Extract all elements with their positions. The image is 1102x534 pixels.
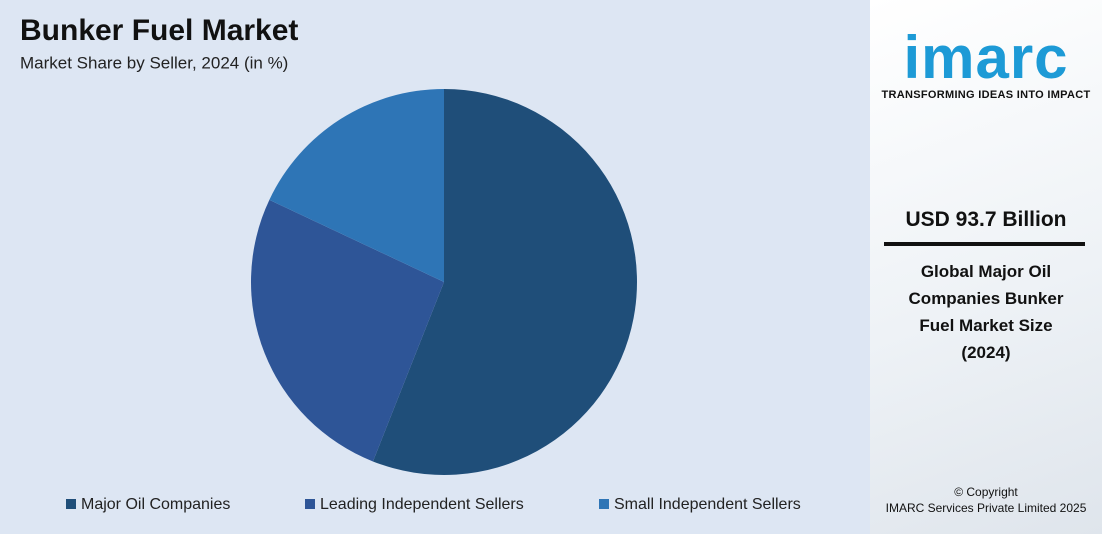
pie-slice [250, 199, 444, 462]
logo: imarc [903, 24, 1069, 91]
chart-subtitle: Market Share by Seller, 2024 (in %) [20, 53, 288, 72]
tagline: TRANSFORMING IDEAS INTO IMPACT [881, 89, 1091, 101]
legend-label: Small Independent Sellers [614, 496, 801, 513]
company: IMARC Services Private Limited 2025 [885, 501, 1087, 515]
chart: Bunker Fuel Market Market Share by Selle… [20, 14, 801, 513]
divider [884, 242, 1085, 246]
legend-swatch [66, 499, 76, 509]
description: Global Major Oil Companies Bunker Fuel M… [908, 262, 1064, 362]
legend-label: Major Oil Companies [81, 496, 230, 513]
sidebar: imarc TRANSFORMING IDEAS INTO IMPACT USD… [870, 0, 1102, 534]
chart-title: Bunker Fuel Market [20, 14, 298, 47]
highlight: USD 93.7 Billion [905, 208, 1067, 231]
legend-swatch [305, 499, 315, 509]
pie-slice [269, 89, 444, 282]
pie-slice [372, 89, 637, 476]
legend-label: Leading Independent Sellers [320, 496, 524, 513]
legend-swatch [599, 499, 609, 509]
copyright: © Copyright [954, 485, 1018, 499]
